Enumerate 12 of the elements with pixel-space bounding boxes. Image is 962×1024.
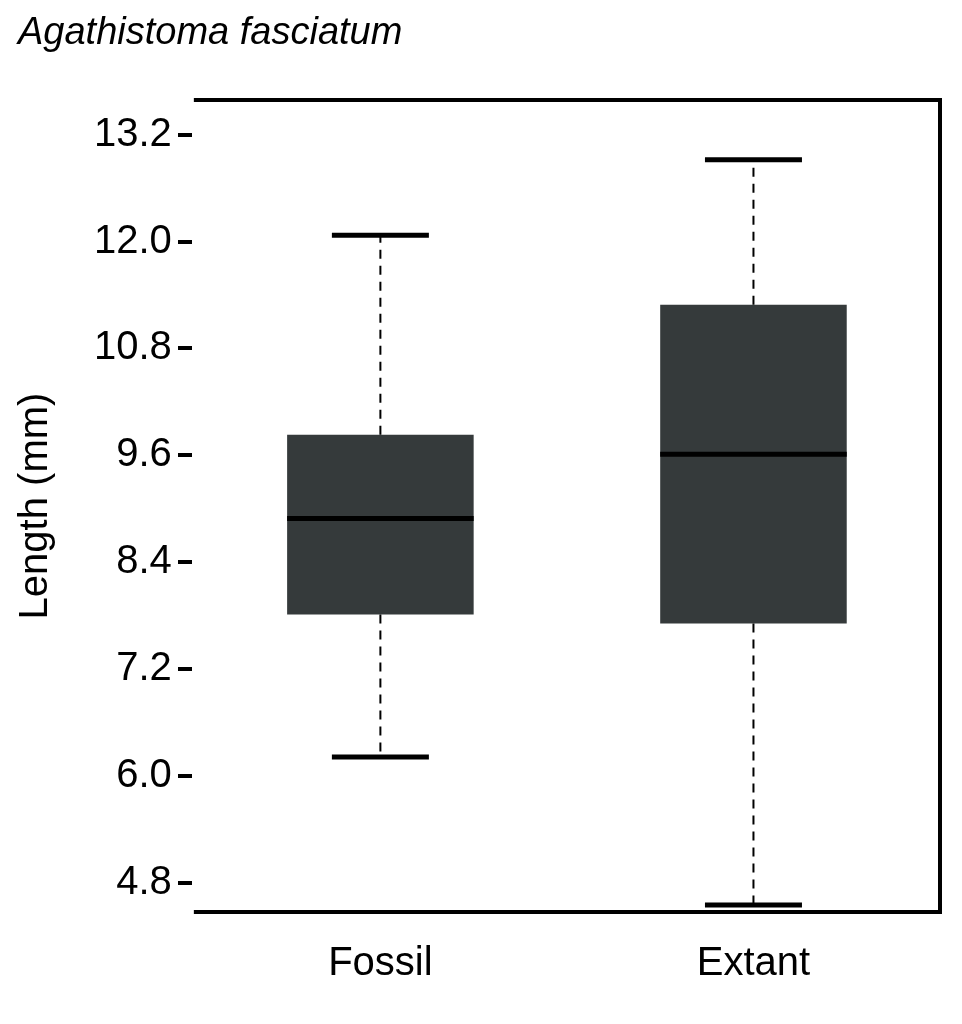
y-tick-label: 7.2: [116, 643, 172, 688]
chart-title: Agathistoma fasciatum: [15, 9, 404, 54]
x-tick-label: Extant: [696, 939, 811, 984]
x-tick-label: Fossil: [328, 939, 433, 984]
y-tick-label: 8.4: [116, 537, 172, 582]
y-tick-label: 4.8: [116, 857, 172, 902]
y-axis-title: Length (mm): [11, 392, 56, 620]
y-tick-label: 13.2: [93, 109, 172, 154]
y-tick-label: 10.8: [93, 323, 172, 368]
y-tick-label: 9.6: [116, 430, 172, 475]
y-tick-label: 6.0: [116, 750, 172, 795]
y-tick-label: 12.0: [93, 216, 172, 261]
